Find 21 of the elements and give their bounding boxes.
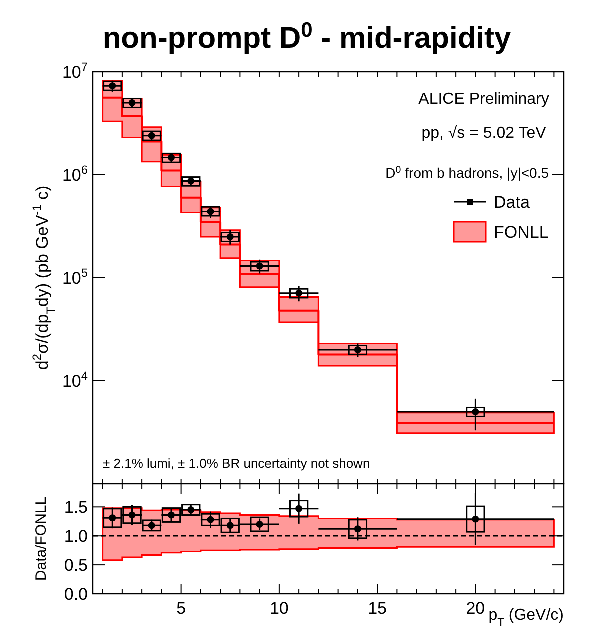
y-tick-label: 10$^{5}$ [62,266,88,288]
y-tick-label: 10$^{4}$ [62,369,88,391]
annotation: D$^{0}$ from b hadrons, |y|<0.5 [386,164,550,181]
legend-label: Data [494,193,530,212]
y-axis-title: Data/FONLL [33,496,50,582]
y-tick-label: 1.5 [64,498,88,518]
x-tick-label: 10 [270,599,289,618]
x-tick-label: 15 [368,599,388,618]
legend-label: FONLL [494,223,549,242]
y-tick-label: 0.5 [64,556,88,576]
chart-title: non-prompt D$^{0}$ - mid-rapidity [102,18,512,55]
x-tick-label: 5 [176,599,186,618]
y-tick-label: 0.0 [64,585,88,604]
annotation: pp, √s = 5.02 TeV [422,125,547,142]
annotation: ± 2.1% lumi, ± 1.0% BR uncertainty not shown [103,456,370,471]
y-tick-label: 10$^{6}$ [62,163,88,185]
annotation: ALICE Preliminary [418,91,550,108]
x-axis-title: p$_{T}$ (GeV/c) [488,607,564,629]
y-tick-label: 1.0 [64,527,88,546]
y-tick-label: 10$^{7}$ [62,60,88,82]
x-tick-label: 20 [466,599,486,618]
